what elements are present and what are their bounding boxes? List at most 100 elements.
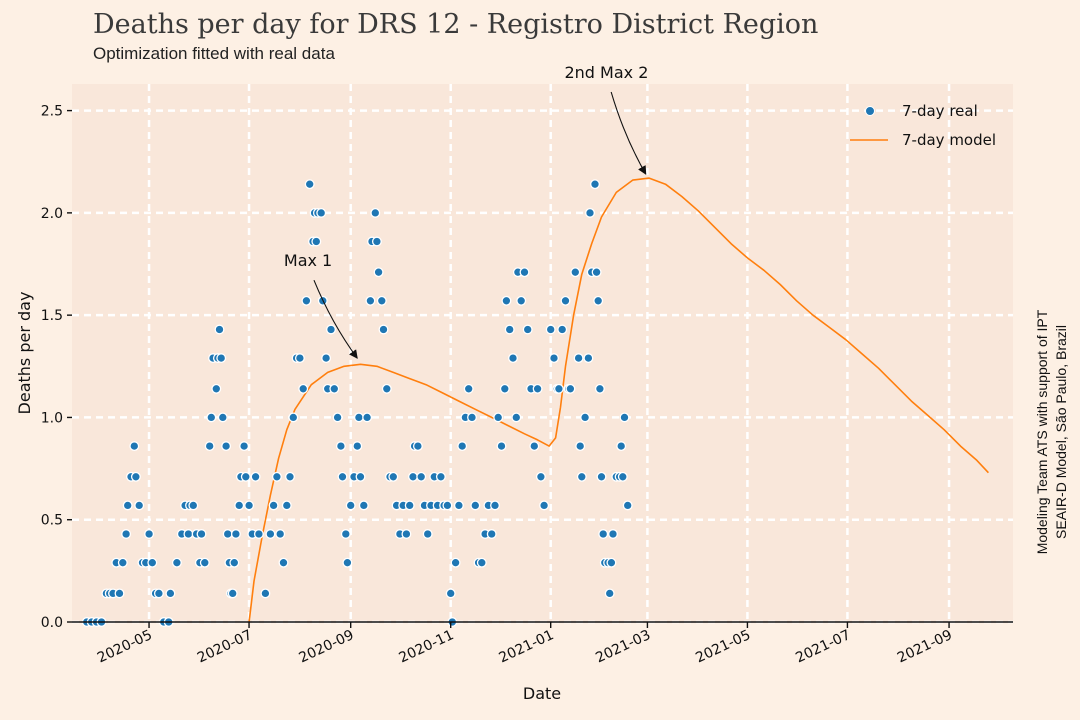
data-point <box>499 383 510 394</box>
data-point <box>281 500 292 511</box>
data-point <box>326 324 336 335</box>
legend-model-label: 7-day model <box>902 131 996 149</box>
legend-real-label: 7-day real <box>902 102 978 120</box>
data-point <box>358 500 369 511</box>
data-point <box>604 588 615 599</box>
x-tick-label: 2021-07 <box>793 627 853 666</box>
data-point <box>268 500 279 511</box>
data-point <box>408 471 418 482</box>
data-point <box>616 441 627 452</box>
annotation-arrow <box>313 279 358 359</box>
data-point <box>340 529 351 539</box>
x-axis-label: Date <box>523 684 561 703</box>
data-point <box>206 412 217 423</box>
series-7-day-real <box>81 179 633 627</box>
data-point <box>596 471 607 482</box>
data-point <box>453 500 464 511</box>
data-point <box>134 500 145 511</box>
data-point <box>265 529 276 539</box>
data-point <box>573 353 584 364</box>
data-point <box>117 557 128 568</box>
data-point <box>199 557 210 568</box>
credit-line-2: SEAIR-D Model, São Paulo, Brazil <box>1053 325 1069 539</box>
data-point <box>188 500 199 511</box>
data-point <box>594 383 605 394</box>
data-point <box>260 588 271 599</box>
x-axis-ticks: 2020-05 2020-07 2020-09 2020-11 2021-01 2021-… <box>95 622 955 666</box>
data-point <box>619 412 630 423</box>
y-tick-label: 1.5 <box>41 308 63 324</box>
data-point <box>121 529 132 539</box>
data-point <box>311 236 322 247</box>
data-point <box>470 500 481 511</box>
data-point <box>130 471 141 482</box>
data-point <box>301 295 312 306</box>
data-point <box>496 441 507 452</box>
data-point <box>381 383 392 394</box>
y-tick-label: 0.0 <box>41 615 63 631</box>
data-point <box>598 529 609 539</box>
data-point <box>370 207 381 218</box>
data-point <box>450 557 461 568</box>
y-tick-label: 0.5 <box>41 513 63 529</box>
data-point <box>196 529 207 539</box>
x-tick-label: 2021-09 <box>895 627 955 666</box>
data-point <box>222 529 233 539</box>
data-point <box>591 267 602 278</box>
data-point <box>516 295 527 306</box>
data-point <box>486 529 497 539</box>
data-point <box>575 441 586 452</box>
data-point <box>321 353 332 364</box>
data-point <box>476 557 487 568</box>
annotation-label: Max 1 <box>284 251 332 270</box>
data-point <box>490 500 500 511</box>
data-point <box>416 471 427 482</box>
data-point <box>304 179 315 190</box>
data-point <box>362 412 373 423</box>
chart-title: Deaths per day for DRS 12 - Registro Dis… <box>93 9 818 40</box>
data-point <box>129 441 140 452</box>
data-point <box>342 557 353 568</box>
data-point <box>253 529 264 539</box>
y-tick-label: 2.0 <box>41 206 63 222</box>
data-point <box>114 588 125 599</box>
plot-area <box>72 84 1013 622</box>
data-point <box>294 353 305 364</box>
data-point <box>412 441 423 452</box>
data-point <box>275 529 286 539</box>
data-point <box>463 383 474 394</box>
data-point <box>504 324 515 335</box>
data-point <box>585 207 595 218</box>
data-point <box>332 412 343 423</box>
data-point <box>355 471 366 482</box>
x-tick-label: 2020-07 <box>195 627 255 666</box>
data-point <box>467 412 477 423</box>
data-point <box>376 295 387 306</box>
credit-line-1: Modeling Team ATS with support of IPT <box>1034 309 1050 554</box>
x-tick-label: 2021-03 <box>593 627 653 666</box>
legend-real-marker <box>865 106 875 116</box>
data-point <box>519 267 530 278</box>
data-point <box>227 588 238 599</box>
data-point <box>147 557 158 568</box>
data-point <box>457 441 468 452</box>
data-point <box>217 412 228 423</box>
data-point <box>570 267 581 278</box>
data-point <box>221 441 232 452</box>
data-point <box>388 471 399 482</box>
y-axis-ticks: 0.0 0.5 1.0 1.5 2.0 2.5 <box>41 104 72 631</box>
data-point <box>229 557 240 568</box>
data-point <box>606 557 617 568</box>
data-point <box>549 353 559 364</box>
legend: 7-day real 7-day model <box>850 102 996 149</box>
x-tick-label: 2020-09 <box>297 627 357 666</box>
data-point <box>234 500 245 511</box>
data-point <box>501 295 512 306</box>
data-point <box>250 471 261 482</box>
x-tick-label: 2020-11 <box>397 627 457 666</box>
data-point <box>216 353 227 364</box>
data-point <box>288 412 299 423</box>
data-point <box>298 383 309 394</box>
data-point <box>214 324 225 335</box>
